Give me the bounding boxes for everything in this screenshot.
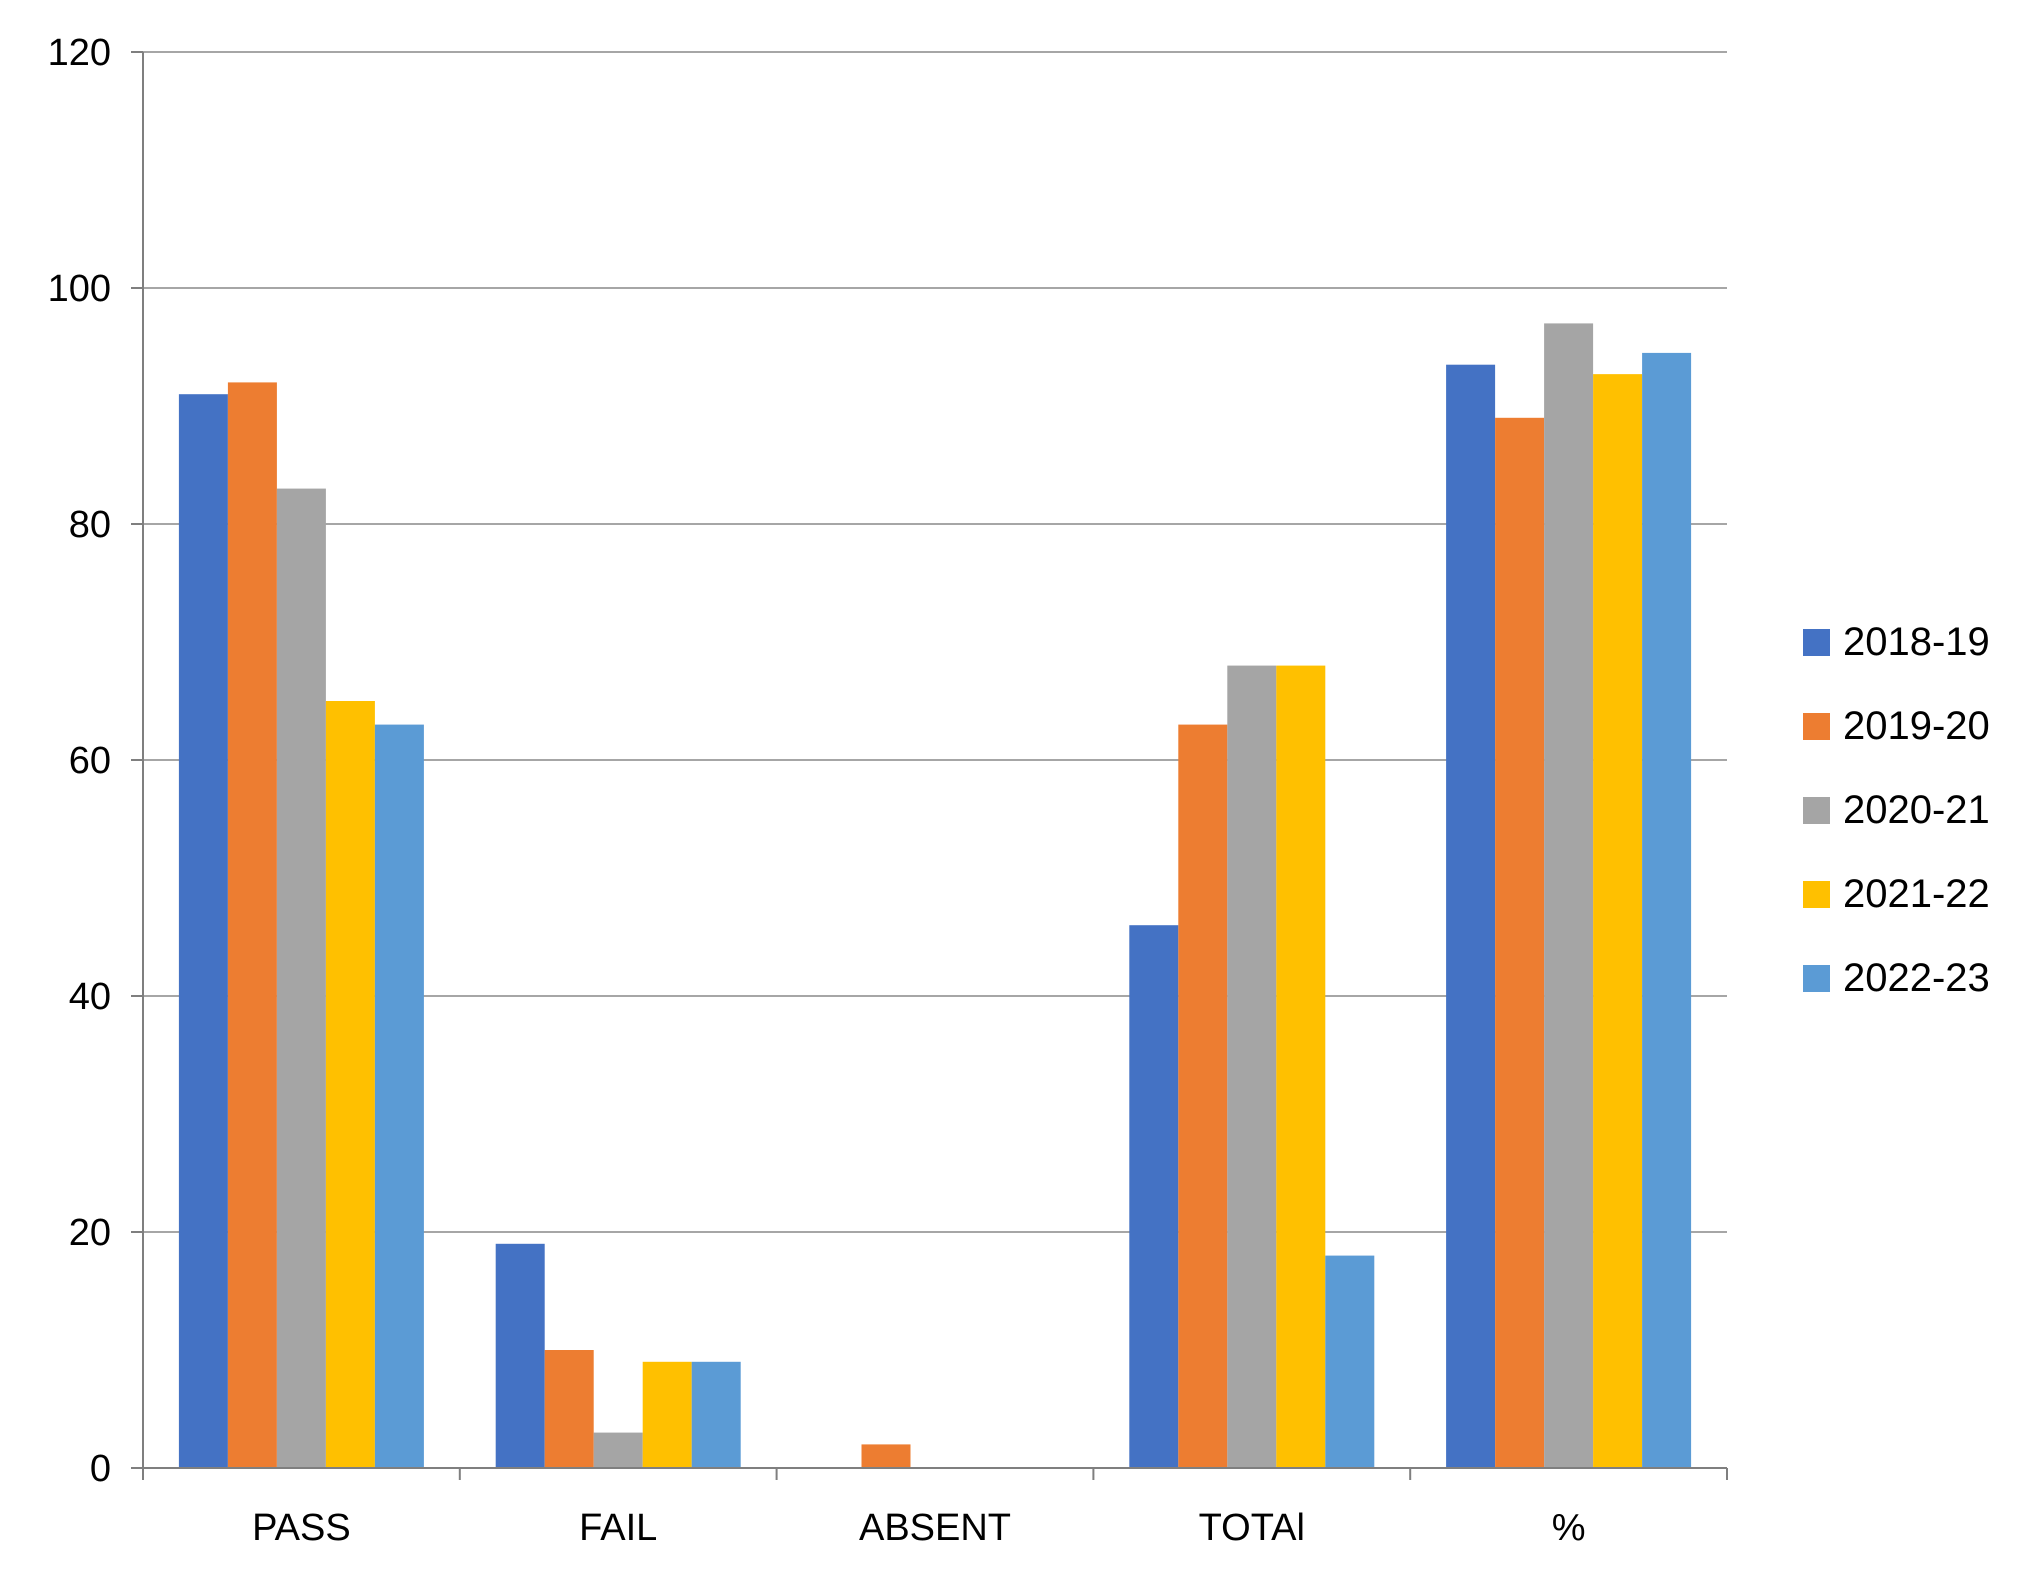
legend-item: 2020-21 <box>1803 768 2013 852</box>
legend-swatch <box>1803 628 1830 656</box>
bar-2018-19 <box>495 1243 545 1468</box>
legend-item: 2021-22 <box>1803 852 2013 936</box>
bar-2021-22 <box>1276 665 1326 1468</box>
y-tick-label: 120 <box>48 32 111 74</box>
legend-swatch <box>1803 964 1830 992</box>
bar-2020-21 <box>276 488 326 1469</box>
bar-2022-23 <box>374 724 424 1468</box>
x-category-label: ABSENT <box>859 1507 1011 1549</box>
y-tick-label: 60 <box>69 740 111 782</box>
bar-2021-22 <box>325 701 375 1468</box>
legend-label: 2021-22 <box>1843 871 1990 916</box>
legend-label: 2018-19 <box>1843 619 1990 664</box>
legend-label: 2020-21 <box>1843 787 1990 832</box>
legend-swatch <box>1803 712 1830 740</box>
y-tick-label: 20 <box>69 1212 111 1254</box>
bar-2020-21 <box>1544 323 1594 1468</box>
legend-label: 2019-20 <box>1843 703 1990 748</box>
bar-2018-19 <box>178 394 228 1469</box>
x-category-label: PASS <box>252 1507 351 1549</box>
legend-item: 2022-23 <box>1803 936 2013 1020</box>
x-category-label: FAIL <box>579 1507 657 1549</box>
bars <box>178 323 1692 1469</box>
legend-label: 2022-23 <box>1843 955 1990 1000</box>
bar-2019-20 <box>1178 724 1228 1468</box>
legend-item: 2019-20 <box>1803 684 2013 768</box>
axis-labels: 0 20 40 60 80 100 120 PASS FAIL ABSENT TOTAl% <box>48 32 1586 1549</box>
bar-2020-21 <box>593 1432 643 1468</box>
bar-2018-19 <box>1446 364 1496 1469</box>
bar-2019-20 <box>544 1350 594 1468</box>
bar-2022-23 <box>1325 1255 1375 1468</box>
bar-2018-19 <box>1129 925 1179 1468</box>
legend-item: 2018-19 <box>1803 600 2013 684</box>
bar-2019-20 <box>861 1444 911 1468</box>
bar-2021-22 <box>642 1361 692 1468</box>
x-category-label: TOTAl <box>1199 1507 1305 1549</box>
bar-chart-plot: 0 20 40 60 80 100 120 PASS FAIL ABSENT TOTAl% <box>48 32 1728 1549</box>
bar-2022-23 <box>1642 352 1692 1468</box>
bar-2022-23 <box>691 1361 741 1468</box>
y-tick-label: 0 <box>90 1448 111 1490</box>
legend-swatch <box>1803 796 1830 824</box>
bar-2020-21 <box>1227 665 1277 1468</box>
bar-2021-22 <box>1593 374 1643 1468</box>
y-tick-label: 40 <box>69 976 111 1018</box>
y-tick-label: 80 <box>69 504 111 546</box>
x-category-label: % <box>1552 1507 1586 1549</box>
bar-2019-20 <box>1495 417 1545 1468</box>
legend-swatch <box>1803 880 1830 908</box>
y-tick-label: 100 <box>48 268 111 310</box>
axes <box>131 51 1728 1480</box>
legend: 2018-19 2019-20 2020-21 2021-22 2022-23 <box>1803 600 2013 1020</box>
bar-2019-20 <box>227 382 277 1468</box>
